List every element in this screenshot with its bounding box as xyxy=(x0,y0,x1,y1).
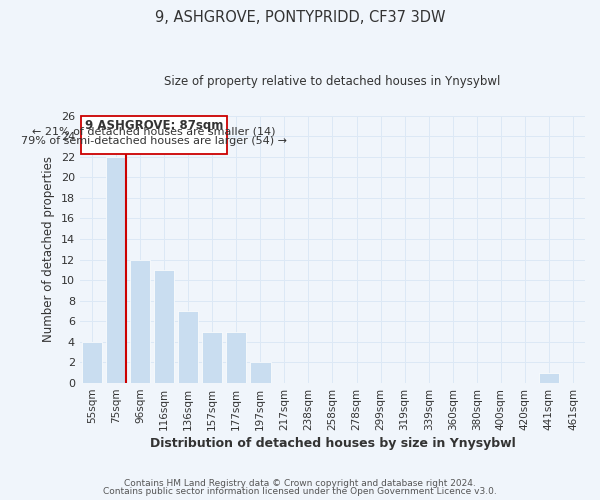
Bar xyxy=(178,311,199,383)
Bar xyxy=(106,156,126,383)
Title: Size of property relative to detached houses in Ynysybwl: Size of property relative to detached ho… xyxy=(164,75,500,88)
Bar xyxy=(202,332,223,383)
Text: Contains HM Land Registry data © Crown copyright and database right 2024.: Contains HM Land Registry data © Crown c… xyxy=(124,478,476,488)
X-axis label: Distribution of detached houses by size in Ynysybwl: Distribution of detached houses by size … xyxy=(149,437,515,450)
Text: 79% of semi-detached houses are larger (54) →: 79% of semi-detached houses are larger (… xyxy=(21,136,287,146)
Bar xyxy=(250,362,271,383)
Text: 9, ASHGROVE, PONTYPRIDD, CF37 3DW: 9, ASHGROVE, PONTYPRIDD, CF37 3DW xyxy=(155,10,445,25)
Bar xyxy=(154,270,175,383)
Bar xyxy=(82,342,102,383)
Bar xyxy=(539,373,559,383)
Y-axis label: Number of detached properties: Number of detached properties xyxy=(42,156,55,342)
Text: Contains public sector information licensed under the Open Government Licence v3: Contains public sector information licen… xyxy=(103,488,497,496)
FancyBboxPatch shape xyxy=(81,116,227,154)
Bar xyxy=(130,260,150,383)
Text: 9 ASHGROVE: 87sqm: 9 ASHGROVE: 87sqm xyxy=(85,118,223,132)
Text: ← 21% of detached houses are smaller (14): ← 21% of detached houses are smaller (14… xyxy=(32,127,275,137)
Bar xyxy=(226,332,247,383)
